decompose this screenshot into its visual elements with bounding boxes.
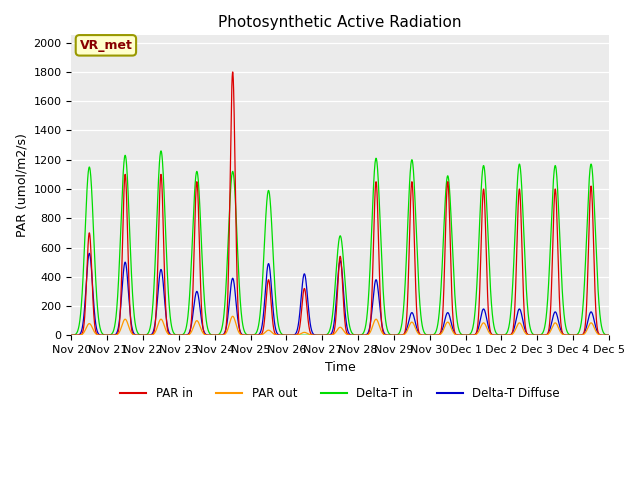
PAR out (595, 332, 603, 337)
Line: Delta-T Diffuse: Delta-T Diffuse (72, 253, 609, 336)
PAR in (297, 313, 305, 319)
Legend: PAR in, PAR out, Delta-T in, Delta-T Diffuse: PAR in, PAR out, Delta-T in, Delta-T Dif… (116, 382, 564, 404)
Line: PAR out: PAR out (72, 316, 609, 336)
PAR in (161, 276, 168, 281)
Delta-T Diffuse (537, 333, 545, 338)
PAR out (283, 333, 291, 338)
Y-axis label: PAR (umol/m2/s): PAR (umol/m2/s) (15, 133, 28, 237)
Delta-T Diffuse (297, 296, 305, 302)
PAR out (605, 333, 613, 338)
Delta-T Diffuse (86, 251, 93, 256)
Delta-T in (157, 148, 165, 154)
Delta-T Diffuse (161, 300, 168, 305)
PAR in (274, 332, 282, 338)
Delta-T in (297, 333, 305, 338)
PAR in (68, 333, 76, 338)
PAR in (129, 331, 136, 336)
Line: Delta-T in: Delta-T in (72, 151, 609, 336)
PAR out (298, 331, 305, 336)
PAR in (537, 333, 545, 338)
Delta-T Diffuse (129, 328, 137, 334)
PAR out (274, 332, 282, 338)
Delta-T Diffuse (595, 331, 602, 336)
Delta-T in (301, 333, 308, 338)
Delta-T in (274, 318, 282, 324)
Delta-T in (161, 207, 168, 213)
Delta-T Diffuse (605, 333, 613, 338)
PAR in (605, 333, 613, 338)
Line: PAR in: PAR in (72, 72, 609, 336)
PAR in (229, 69, 237, 75)
Title: Photosynthetic Active Radiation: Photosynthetic Active Radiation (218, 15, 462, 30)
PAR out (161, 324, 168, 330)
PAR out (537, 333, 545, 338)
Delta-T in (595, 298, 603, 304)
Delta-T Diffuse (274, 331, 282, 337)
PAR out (68, 333, 76, 338)
Delta-T in (605, 332, 613, 338)
Text: VR_met: VR_met (79, 39, 132, 52)
PAR in (595, 331, 602, 336)
PAR out (129, 331, 136, 337)
Delta-T in (537, 332, 545, 337)
Delta-T in (68, 332, 76, 338)
PAR out (229, 313, 237, 319)
Delta-T Diffuse (68, 333, 76, 338)
Delta-T in (129, 294, 136, 300)
X-axis label: Time: Time (325, 360, 356, 373)
